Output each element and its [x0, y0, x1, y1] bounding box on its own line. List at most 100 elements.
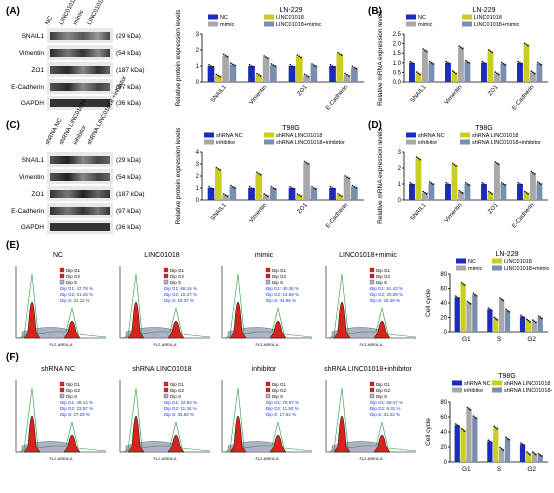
legend-label: Dip G2 [376, 388, 391, 393]
y-tick-label: 0 [444, 330, 448, 336]
bar [460, 429, 466, 462]
data-point [250, 65, 253, 67]
bar [536, 63, 543, 82]
stat-text: Dip G1: 51.43 % [370, 286, 403, 291]
data-point [329, 185, 332, 188]
data-point [338, 194, 341, 197]
kda-label: (29 kDa) [116, 33, 141, 40]
bar [445, 62, 451, 82]
bar [525, 453, 532, 462]
bar [262, 195, 270, 200]
bar [487, 192, 494, 200]
y-tick-label: 1 [196, 186, 200, 192]
data-point [488, 440, 491, 443]
data-point [417, 72, 420, 75]
legend-label: NC [418, 15, 426, 21]
data-point [468, 301, 470, 304]
data-point [291, 187, 293, 189]
data-point [296, 54, 299, 57]
bar [336, 195, 344, 200]
data-point [453, 71, 456, 74]
g1-peak [23, 415, 41, 453]
data-point [291, 65, 293, 67]
g1-peak [333, 415, 351, 453]
x-tick-label: ZO1 [297, 84, 310, 97]
stat-text: Dip G2: 23.57 % [60, 406, 93, 411]
legend-swatch [406, 14, 416, 20]
histogram-title: mimic [254, 252, 274, 259]
stat-text: Dip S: 44.95 % [266, 298, 296, 303]
legend-label: LINC01018+mimic [474, 22, 520, 28]
data-point [422, 190, 425, 193]
data-point [338, 53, 341, 55]
bar [288, 66, 296, 82]
data-point [230, 62, 232, 65]
data-point [300, 195, 302, 198]
bar [523, 44, 530, 82]
bar [454, 297, 460, 332]
data-point [496, 162, 498, 165]
legend-swatch [452, 387, 462, 393]
bar [222, 55, 229, 82]
data-point [430, 61, 433, 64]
y-tick-label: 0 [196, 198, 200, 204]
bar [487, 51, 494, 82]
data-point [523, 190, 526, 193]
kda-label: (187 kDa) [116, 191, 145, 198]
data-point [419, 73, 421, 76]
y-axis-label: Cell cycle [425, 418, 432, 446]
legend-swatch [369, 279, 375, 285]
bar [207, 188, 215, 200]
legend-swatch [492, 387, 502, 393]
data-point [532, 171, 534, 174]
data-point [274, 188, 277, 191]
legend-swatch [462, 14, 472, 20]
kda-label: (97 kDa) [116, 208, 141, 215]
bar [531, 453, 537, 462]
chart-title: T98G [498, 373, 516, 380]
data-point [533, 72, 536, 75]
x-axis-label: FL2-AREA-A [255, 456, 278, 461]
data-point [263, 193, 266, 195]
data-point [305, 74, 308, 77]
data-point [458, 45, 461, 48]
bar [460, 284, 466, 332]
stat-text: Dip G2: 20.08 % [370, 292, 403, 297]
data-point [347, 177, 350, 180]
data-point [530, 70, 533, 73]
stat-text: Dip S: 28.49 % [370, 298, 400, 303]
data-point [488, 308, 491, 311]
data-point [472, 292, 475, 295]
data-point [307, 75, 310, 78]
data-point [231, 63, 234, 66]
legend-label: shRNA LINC01018+inhibitor [472, 140, 541, 146]
legend-label: Dip G2 [170, 388, 185, 393]
data-point [489, 50, 492, 53]
stat-text: Dip G1: 66.16 % [164, 286, 197, 291]
data-point [231, 185, 234, 188]
legend-label: NC [468, 259, 476, 265]
data-point [484, 184, 487, 187]
histogram-title: shRNA NC [41, 366, 75, 373]
data-point [525, 43, 528, 46]
panel-label-e: (E) [6, 240, 20, 251]
legend-label: Dip S [376, 394, 387, 399]
data-point [502, 62, 505, 65]
legend-swatch [369, 267, 375, 273]
y-tick-label: 60 [440, 287, 447, 293]
legend-swatch [59, 381, 65, 387]
bar [531, 321, 537, 332]
legend-label: Dip G1 [66, 382, 81, 387]
y-tick-label: 3 [196, 162, 200, 168]
data-point [531, 319, 534, 322]
protein-label: SNAIL1 [21, 157, 44, 164]
legend-swatch [369, 387, 375, 393]
data-point [303, 73, 306, 76]
data-point [215, 73, 218, 76]
data-point [252, 66, 255, 69]
bar [270, 188, 277, 200]
kda-label: (97 kDa) [116, 84, 141, 91]
data-point [233, 187, 236, 189]
